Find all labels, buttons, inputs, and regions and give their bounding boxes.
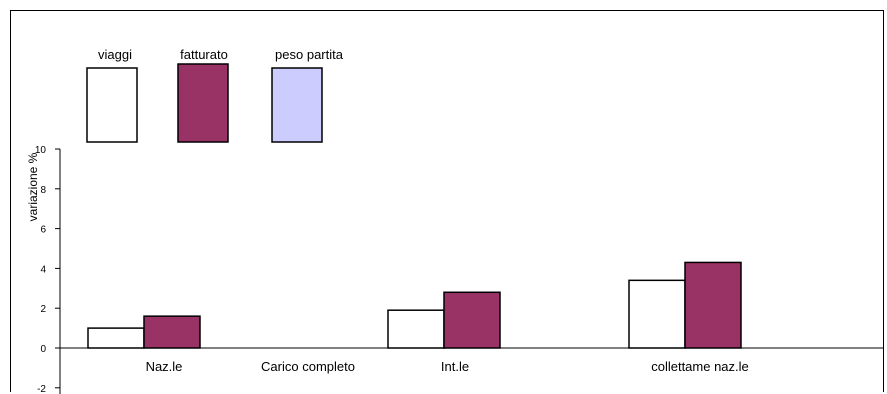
bar-fatturato-2 — [443, 291, 501, 349]
chart-frame — [10, 10, 884, 392]
y-tick-label: 6 — [40, 225, 46, 236]
category-label: Carico completo — [261, 359, 355, 374]
y-axis-label: variazione % — [26, 152, 40, 221]
y-tick-label: 2 — [40, 304, 46, 315]
legend: viaggi fatturato peso partita — [86, 47, 344, 143]
bars — [87, 261, 742, 349]
bar-viaggi-2 — [387, 309, 445, 349]
category-label: Naz.le — [146, 359, 183, 374]
legend-label: viaggi — [98, 47, 132, 62]
legend-label: peso partita — [275, 47, 344, 62]
y-tick-label: 4 — [40, 264, 46, 275]
y-tick-label: 8 — [40, 185, 46, 196]
legend-label: fatturato — [180, 47, 228, 62]
bar-viaggi-3 — [628, 279, 686, 349]
category-label: Int.le — [441, 359, 469, 374]
category-labels: Naz.le Carico completo Int.le collettame na… — [146, 359, 749, 374]
bar-fatturato-0 — [143, 315, 201, 349]
bar-fatturato-3 — [684, 261, 742, 349]
y-tick-label: 0 — [40, 344, 46, 355]
y-ticks: -2 0 2 4 6 8 10 — [35, 145, 60, 394]
y-tick-label: -2 — [37, 384, 46, 394]
legend-swatch — [86, 67, 138, 143]
y-tick-label: 10 — [35, 145, 47, 156]
legend-swatch — [271, 67, 323, 143]
legend-swatch — [177, 63, 229, 143]
axes: -2 0 2 4 6 8 10 — [35, 145, 884, 394]
bar-viaggi-0 — [87, 327, 145, 349]
category-label: collettame naz.le — [651, 359, 749, 374]
